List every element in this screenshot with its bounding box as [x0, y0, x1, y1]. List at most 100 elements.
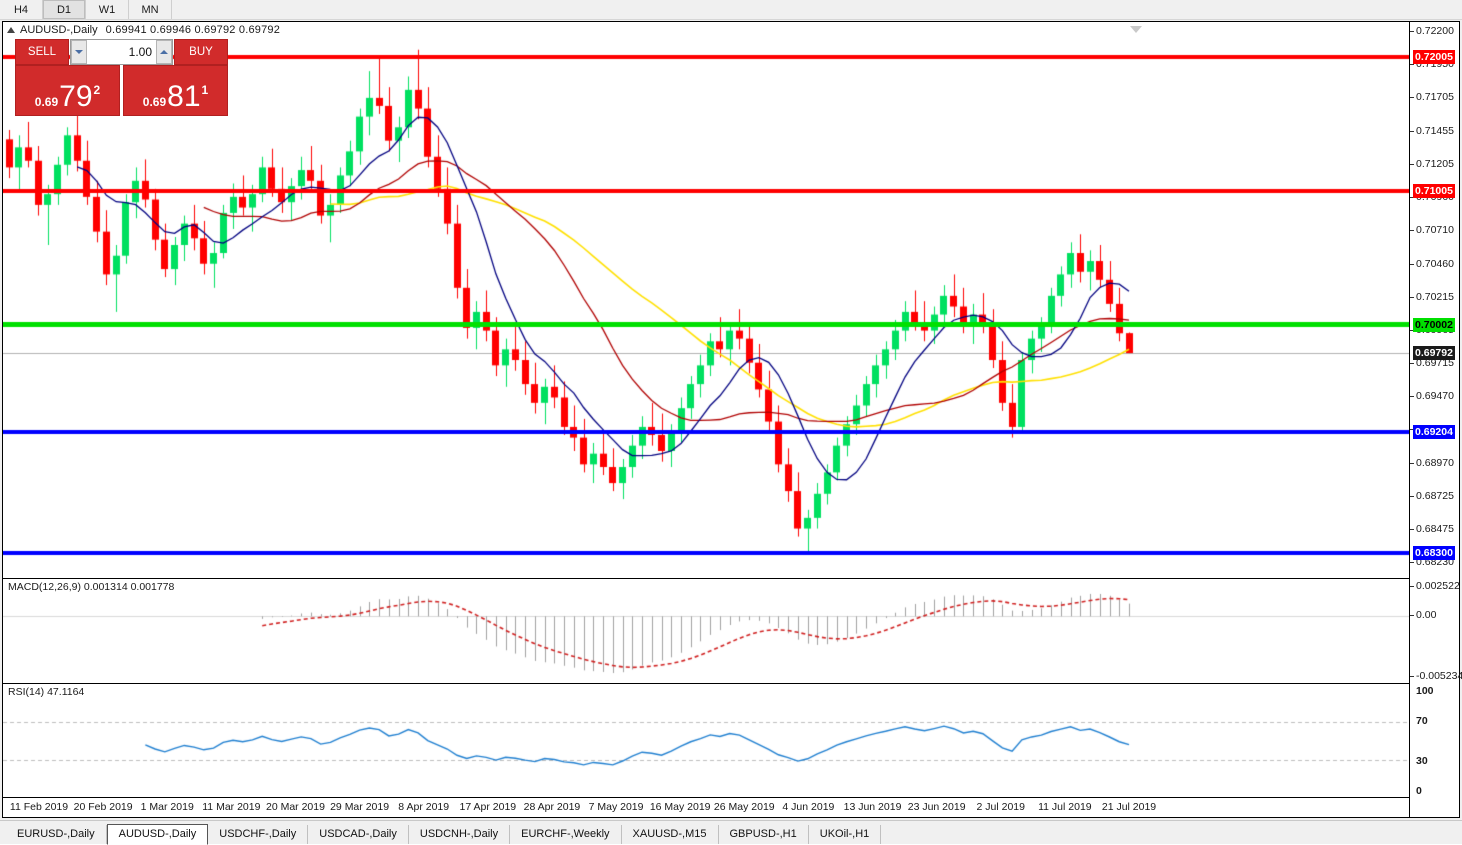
- price-scale-tick: [1410, 529, 1414, 531]
- chart-tab-usdcaddaily[interactable]: USDCAD-,Daily: [308, 825, 409, 844]
- chart-title-bar: AUDUSD-,Daily 0.69941 0.69946 0.69792 0.…: [7, 23, 280, 37]
- buy-price-box[interactable]: 0.69 81 1: [123, 65, 228, 116]
- date-axis-label: 8 Apr 2019: [398, 801, 450, 813]
- macd-scale-label: 0.002522: [1416, 580, 1460, 592]
- date-axis-label: 11 Feb 2019: [9, 801, 69, 813]
- date-axis-label: 20 Feb 2019: [73, 801, 133, 813]
- price-scale-tick: [1410, 495, 1414, 497]
- price-scale-tick: [1410, 428, 1414, 430]
- chart-window: AUDUSD-,Daily 0.69941 0.69946 0.69792 0.…: [2, 21, 1462, 818]
- macd-pane[interactable]: MACD(12,26,9) 0.001314 0.001778: [3, 579, 1409, 683]
- date-axis-label: 29 Mar 2019: [330, 801, 390, 813]
- macd-scale-tick: [1410, 676, 1414, 677]
- price-scale-tick: [1410, 329, 1414, 331]
- price-scale-tick: [1410, 296, 1414, 298]
- price-scale-tick: [1410, 31, 1414, 32]
- timeframe-button-d1[interactable]: D1: [43, 0, 86, 19]
- price-scale-tick: [1410, 263, 1414, 265]
- rsi-scale-label: 30: [1416, 755, 1428, 767]
- timeframe-button-h4[interactable]: H4: [0, 0, 43, 19]
- chart-marker-triangle-icon: [1130, 26, 1142, 33]
- price-tag-0.68300[interactable]: 0.68300: [1413, 545, 1455, 560]
- price-scale-label: 0.70215: [1416, 290, 1454, 303]
- price-scale-label: 0.68725: [1416, 489, 1454, 502]
- price-tag-0.70002[interactable]: 0.70002: [1413, 317, 1455, 332]
- price-scale-label: 0.71705: [1416, 91, 1454, 104]
- date-axis-label: 28 Apr 2019: [523, 801, 581, 813]
- price-scale-tick: [1410, 562, 1414, 563]
- sell-price-box[interactable]: 0.69 79 2: [15, 65, 120, 116]
- chart-ohlc-values: 0.69941 0.69946 0.69792 0.69792: [105, 24, 281, 36]
- volume-input[interactable]: 1.00: [128, 45, 152, 59]
- date-axis-label: 20 Mar 2019: [265, 801, 325, 813]
- price-tag-0.71005[interactable]: 0.71005: [1413, 183, 1455, 198]
- price-tag-0.72005[interactable]: 0.72005: [1413, 50, 1455, 65]
- rsi-scale-label: 70: [1416, 715, 1428, 727]
- rsi-scale-label: 0: [1416, 785, 1422, 797]
- sell-button[interactable]: SELL: [15, 39, 69, 65]
- price-scale-tick: [1410, 164, 1414, 166]
- volume-stepper[interactable]: 1.00: [70, 39, 173, 65]
- chart-tab-audusddaily[interactable]: AUDUSD-,Daily: [106, 824, 209, 845]
- chart-tab-usdchfdaily[interactable]: USDCHF-,Daily: [208, 825, 309, 844]
- chart-tab-eurusddaily[interactable]: EURUSD-,Daily: [6, 825, 107, 844]
- rsi-pane[interactable]: RSI(14) 47.1164: [3, 684, 1409, 798]
- price-scale-tick: [1410, 463, 1414, 465]
- chart-tab-gbpusdh1[interactable]: GBPUSD-,H1: [719, 825, 809, 844]
- date-axis-label: 21 Jul 2019: [1101, 801, 1157, 813]
- macd-scale-label: 0.00: [1416, 609, 1437, 622]
- price-tag-0.69204[interactable]: 0.69204: [1413, 424, 1455, 439]
- price-scale-label: 0.68475: [1416, 523, 1454, 536]
- timeframe-button-mn[interactable]: MN: [129, 0, 172, 19]
- price-pane[interactable]: [3, 38, 1409, 578]
- octp-price-row: 0.69 79 2 0.69 81 1: [15, 65, 228, 116]
- price-scale[interactable]: 0.722000.719500.717050.714550.712050.709…: [1409, 22, 1462, 817]
- date-axis-label: 26 May 2019: [713, 801, 775, 813]
- date-axis-label: 1 Mar 2019: [140, 801, 194, 813]
- octp-top-row: SELL 1.00 BUY: [15, 39, 228, 65]
- date-axis-label: 11 Mar 2019: [202, 801, 261, 813]
- triangle-up-icon: [7, 27, 15, 33]
- chart-tab-xauusdm15[interactable]: XAUUSD-,M15: [622, 825, 719, 844]
- one-click-trading-panel[interactable]: SELL 1.00 BUY 0.69 79 2: [15, 39, 228, 116]
- buy-price-big: 81: [167, 80, 201, 113]
- price-scale-label: 0.71455: [1416, 124, 1454, 137]
- macd-scale-tick: [1410, 615, 1414, 617]
- buy-button[interactable]: BUY: [174, 39, 228, 65]
- date-axis-label: 16 May 2019: [649, 801, 711, 813]
- date-axis: 11 Feb 2019 20 Feb 2019 1 Mar 2019 11 Mar 2…: [3, 797, 1409, 817]
- date-axis-label: 4 Jun 2019: [782, 801, 835, 813]
- price-scale-tick: [1410, 396, 1414, 398]
- date-axis-label: 13 Jun 2019: [843, 801, 902, 813]
- price-scale-label: 0.71205: [1416, 158, 1454, 171]
- price-scale-tick: [1410, 97, 1414, 99]
- price-scale-label: 0.69470: [1416, 390, 1454, 403]
- price-scale-tick: [1410, 64, 1414, 66]
- price-scale-tick: [1410, 196, 1414, 198]
- date-axis-label: 7 May 2019: [588, 801, 644, 813]
- timeframe-button-w1[interactable]: W1: [86, 0, 129, 19]
- volume-increment-button[interactable]: [156, 40, 172, 64]
- chart-tab-ukoilh1[interactable]: UKOil-,H1: [809, 825, 882, 844]
- price-scale-label: 0.70460: [1416, 257, 1454, 270]
- pane-divider-2: [3, 683, 1459, 684]
- timeframe-toolbar: H4 D1 W1 MN: [0, 0, 1462, 20]
- price-scale-tick: [1410, 230, 1414, 232]
- price-tag-0.69792[interactable]: 0.69792: [1413, 346, 1455, 361]
- sell-price-superscript: 2: [93, 83, 101, 97]
- price-scale-label: 0.70710: [1416, 224, 1454, 237]
- sell-price-big: 79: [59, 80, 93, 113]
- chart-tab-usdcnhdaily[interactable]: USDCNH-,Daily: [409, 825, 511, 844]
- macd-scale-tick: [1410, 586, 1414, 587]
- chart-symbol-label: AUDUSD-,Daily: [20, 24, 98, 36]
- price-scale-tick: [1410, 130, 1414, 132]
- price-scale-label: 0.72200: [1416, 25, 1454, 37]
- chart-tab-bar: EURUSD-,Daily AUDUSD-,Daily USDCHF-,Daily U…: [0, 820, 1462, 845]
- macd-scale-label: -0.005234: [1416, 670, 1462, 682]
- buy-price-superscript: 1: [201, 83, 209, 97]
- price-scale-tick: [1410, 363, 1414, 365]
- price-scale-label: 0.68970: [1416, 457, 1454, 470]
- volume-decrement-button[interactable]: [71, 40, 87, 64]
- chart-tab-eurchfweekly[interactable]: EURCHF-,Weekly: [510, 825, 622, 844]
